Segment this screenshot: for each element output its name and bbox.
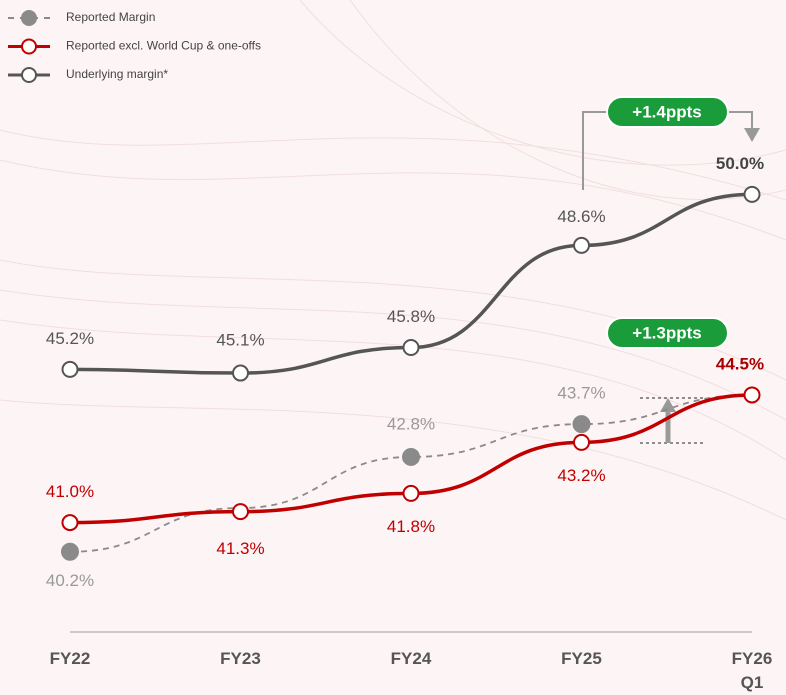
legend-label: Reported Margin — [66, 10, 155, 24]
data-label: 45.2% — [46, 329, 94, 348]
bracket — [726, 111, 753, 132]
data-point — [232, 503, 249, 521]
data-label: 44.5% — [716, 354, 764, 373]
data-label: 45.1% — [216, 331, 264, 350]
arrow-head — [744, 128, 760, 142]
legend-label: Underlying margin* — [66, 67, 168, 81]
x-tick-label: FY23 — [220, 649, 261, 668]
data-label: 43.7% — [557, 384, 605, 403]
badge — [606, 317, 729, 349]
data-label: 43.2% — [557, 466, 605, 485]
data-point — [743, 386, 761, 404]
data-label: 41.0% — [46, 482, 94, 501]
annotation: +1.4ppts — [632, 102, 701, 121]
legend-marker — [21, 38, 37, 55]
data-point — [61, 542, 79, 561]
data-point — [402, 447, 420, 466]
data-label: 50.0% — [716, 154, 764, 173]
data-point — [61, 360, 79, 378]
data-point — [61, 514, 79, 532]
data-point — [743, 185, 761, 203]
data-point — [572, 415, 591, 434]
x-tick-label: FY24 — [390, 649, 432, 668]
data-label: 48.6% — [557, 207, 605, 226]
data-point — [402, 484, 420, 502]
x-tick-label: FY22 — [49, 649, 91, 668]
badge — [606, 96, 729, 128]
data-point — [402, 339, 420, 357]
data-point — [573, 433, 590, 451]
arrow-head — [660, 398, 676, 412]
data-label: 45.8% — [387, 307, 435, 326]
bracket — [582, 111, 610, 190]
data-label: 41.3% — [216, 539, 264, 558]
x-tick-label: FY25 — [561, 649, 602, 668]
x-tick-label: FY26 Q1 — [731, 649, 773, 692]
legend-label: Reported excl. World Cup & one-offs — [66, 39, 261, 53]
data-point — [232, 364, 249, 382]
data-label: 42.8% — [387, 414, 435, 433]
data-label: 40.2% — [46, 571, 94, 590]
data-label: 41.8% — [387, 517, 435, 536]
series-line — [69, 394, 753, 553]
data-point — [573, 236, 590, 254]
annotation: +1.3ppts — [632, 323, 701, 342]
legend-marker — [21, 67, 37, 83]
background-waves — [0, 0, 786, 521]
legend-marker — [21, 10, 37, 26]
